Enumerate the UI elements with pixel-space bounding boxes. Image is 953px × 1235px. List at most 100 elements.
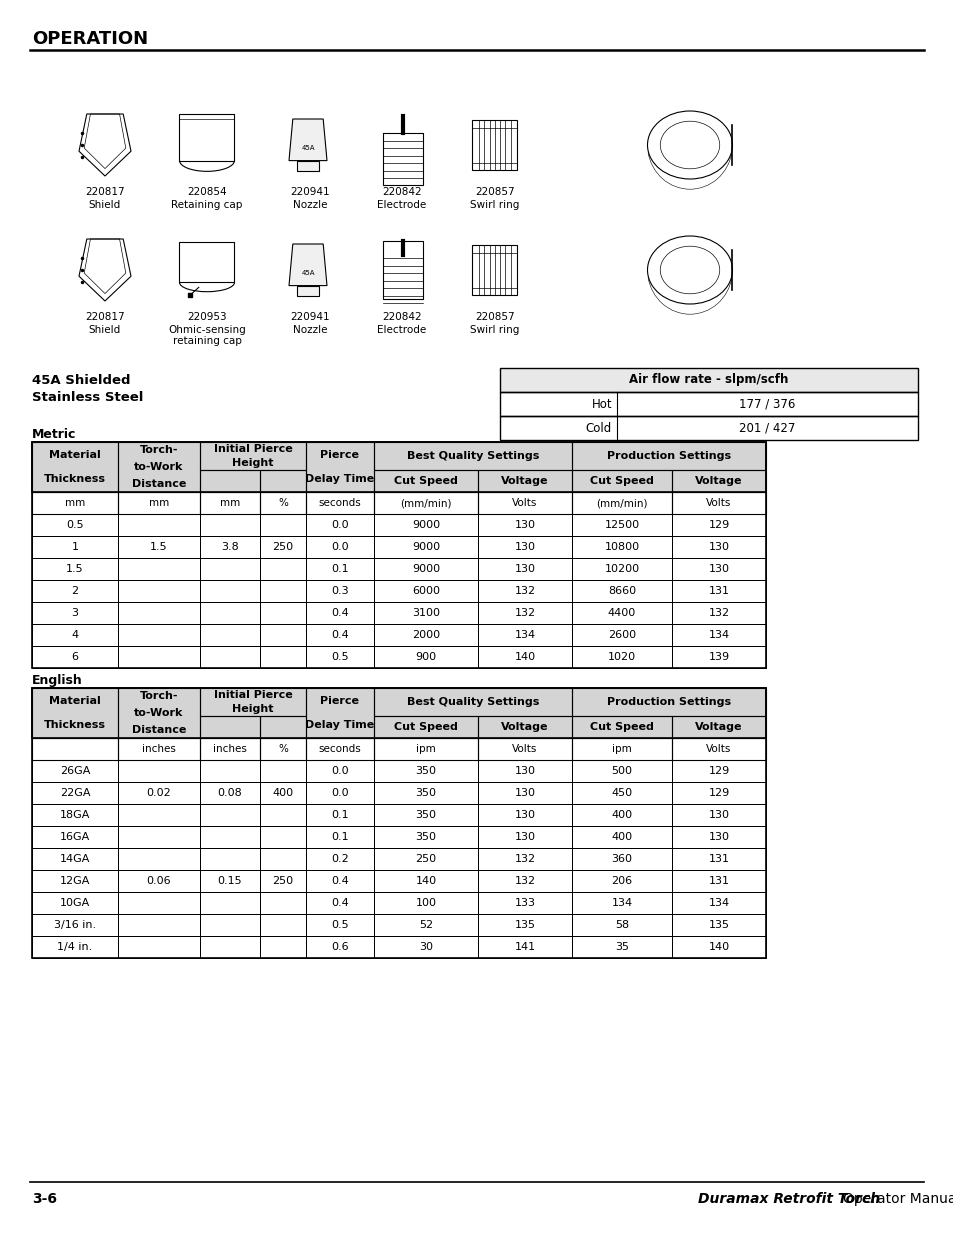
Text: mm: mm (219, 498, 240, 508)
Text: Cut Speed: Cut Speed (394, 475, 457, 487)
Bar (296, 285, 319, 296)
Text: Swirl ring: Swirl ring (470, 325, 519, 335)
Text: Stainless Steel: Stainless Steel (32, 391, 143, 404)
Text: 134: 134 (708, 630, 729, 640)
Bar (671, 646, 765, 668)
Bar (260, 760, 306, 782)
Bar (374, 782, 477, 804)
Text: Thickness: Thickness (44, 474, 106, 484)
Text: Volts: Volts (705, 743, 731, 755)
Bar (671, 848, 765, 869)
Bar (671, 514, 765, 536)
Text: %: % (277, 498, 288, 508)
Text: 130: 130 (514, 810, 535, 820)
Text: OPERATION: OPERATION (32, 30, 148, 48)
Text: 9000: 9000 (412, 564, 439, 574)
Text: Distance: Distance (132, 479, 186, 489)
Text: inches: inches (142, 743, 175, 755)
Text: Delay Time: Delay Time (305, 474, 375, 484)
Text: 9000: 9000 (412, 542, 439, 552)
Text: 206: 206 (611, 876, 632, 885)
Bar (118, 688, 200, 739)
Bar (306, 936, 374, 958)
Text: 45A: 45A (301, 144, 314, 151)
Text: 350: 350 (416, 832, 436, 842)
Text: 201 / 427: 201 / 427 (739, 421, 795, 435)
Bar (200, 536, 260, 558)
Bar (374, 688, 572, 716)
Text: 0.1: 0.1 (331, 564, 349, 574)
Bar (572, 492, 671, 514)
Bar (477, 760, 572, 782)
Bar (572, 869, 671, 892)
Bar (306, 760, 374, 782)
Text: 1.5: 1.5 (66, 564, 84, 574)
Bar (671, 739, 765, 760)
Text: Nozzle: Nozzle (293, 200, 327, 210)
Bar (260, 782, 306, 804)
Text: 220817: 220817 (85, 186, 125, 198)
Text: 250: 250 (273, 542, 294, 552)
Bar (374, 739, 477, 760)
Text: Voltage: Voltage (695, 722, 742, 732)
Bar (306, 536, 374, 558)
Bar (260, 601, 306, 624)
Text: 350: 350 (416, 788, 436, 798)
Bar (32, 688, 765, 739)
Bar (32, 760, 118, 782)
Bar (477, 580, 572, 601)
Text: 1020: 1020 (607, 652, 636, 662)
Text: 0.2: 0.2 (331, 853, 349, 864)
Bar (32, 688, 118, 739)
Text: Delay Time: Delay Time (305, 720, 375, 730)
Bar (260, 580, 306, 601)
Text: 4: 4 (71, 630, 78, 640)
Text: 350: 350 (416, 766, 436, 776)
Text: Torch-: Torch- (139, 446, 178, 456)
Text: 130: 130 (514, 520, 535, 530)
Bar (200, 716, 260, 739)
Bar (260, 471, 306, 492)
Bar (200, 914, 260, 936)
Bar (118, 826, 200, 848)
Bar (118, 646, 200, 668)
Text: 26GA: 26GA (60, 766, 91, 776)
Bar (477, 804, 572, 826)
Text: mm: mm (65, 498, 85, 508)
Text: (mm/min): (mm/min) (596, 498, 647, 508)
Text: 132: 132 (514, 585, 535, 597)
Bar (200, 869, 260, 892)
Bar (477, 914, 572, 936)
Bar (32, 442, 118, 492)
Bar (499, 368, 917, 391)
Text: 141: 141 (514, 942, 535, 952)
Bar (200, 492, 260, 514)
Text: Cut Speed: Cut Speed (590, 722, 653, 732)
Bar (179, 114, 234, 161)
Text: 12500: 12500 (604, 520, 639, 530)
Text: 45A Shielded: 45A Shielded (32, 374, 131, 387)
Bar (32, 892, 118, 914)
Bar (32, 624, 118, 646)
Bar (306, 869, 374, 892)
Bar (572, 601, 671, 624)
Text: seconds: seconds (318, 498, 361, 508)
Bar (200, 471, 260, 492)
Text: Best Quality Settings: Best Quality Settings (406, 451, 538, 461)
Bar (374, 688, 572, 716)
Text: 0.4: 0.4 (331, 608, 349, 618)
Text: 132: 132 (708, 608, 729, 618)
Text: Electrode: Electrode (377, 200, 426, 210)
Text: 0.6: 0.6 (331, 942, 349, 952)
Bar (374, 826, 477, 848)
Bar (200, 442, 306, 471)
Bar (260, 936, 306, 958)
Text: Volts: Volts (512, 498, 537, 508)
Text: 0.0: 0.0 (331, 542, 349, 552)
Bar (374, 869, 477, 892)
Bar (572, 442, 765, 471)
Text: 0.4: 0.4 (331, 876, 349, 885)
Text: Operator Manual: Operator Manual (842, 1192, 953, 1207)
Text: Volts: Volts (512, 743, 537, 755)
Text: Cold: Cold (585, 421, 612, 435)
